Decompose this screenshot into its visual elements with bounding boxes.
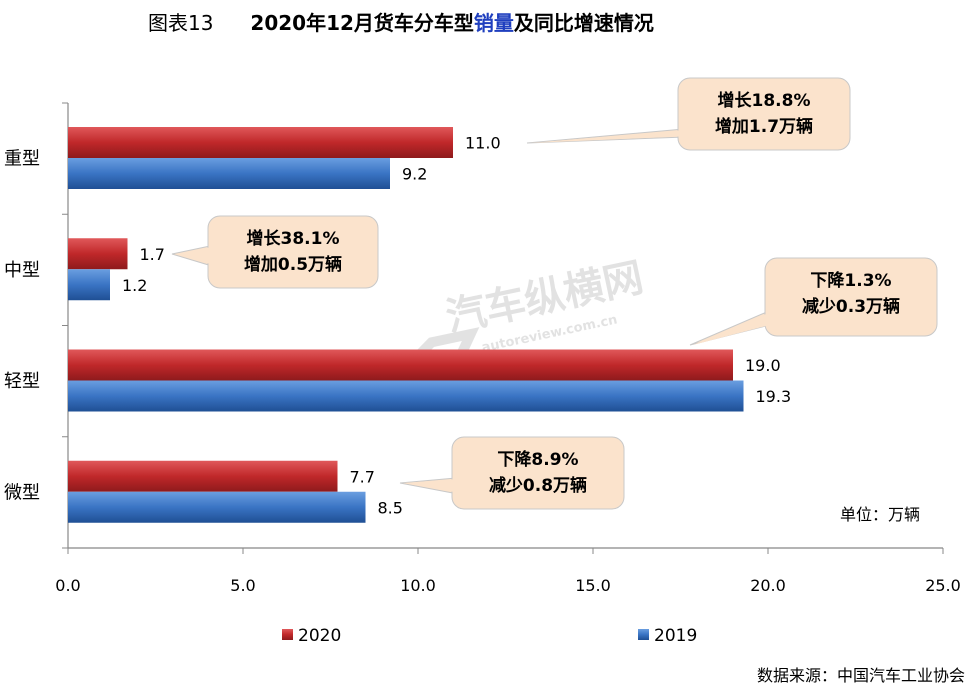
x-tick-label: 15.0	[575, 576, 611, 595]
title-prefix: 2020年12月货车分车型	[250, 11, 474, 35]
bar-2020	[68, 127, 453, 158]
callout-line2: 增加1.7万辆	[715, 116, 813, 137]
bar-2020	[68, 238, 128, 270]
callout-line1: 下降1.3%	[810, 270, 891, 291]
figure-label: 图表13	[148, 11, 213, 35]
category-label: 轻型	[4, 371, 40, 392]
bar-2019	[68, 158, 390, 189]
value-label-2019: 19.3	[756, 387, 792, 406]
x-tick-label: 20.0	[750, 576, 786, 595]
x-tick-label: 10.0	[400, 576, 436, 595]
plot-area: 0.0 5.0 10.0 15.0 20.0 25.0 重型 11.0 9.2 中型 1.7 1.2 轻…	[4, 102, 961, 595]
value-label-2020: 11.0	[465, 134, 501, 153]
callout-box	[677, 77, 851, 151]
legend: 2020 2019	[282, 626, 697, 646]
legend-label-2020: 2020	[298, 626, 341, 646]
bar-2019	[68, 269, 110, 301]
callout-line1: 增长38.1%	[247, 228, 340, 249]
value-label-2020: 1.7	[140, 245, 165, 264]
value-label-2019: 9.2	[402, 165, 427, 184]
legend-swatch-2019	[638, 629, 649, 640]
callout-box	[207, 215, 379, 289]
x-tick-label: 5.0	[230, 576, 255, 595]
category-label: 微型	[4, 482, 40, 503]
callout-box	[451, 436, 625, 510]
callout-pointer-fill	[403, 479, 460, 493]
callout-line2: 减少0.8万辆	[489, 475, 587, 496]
source-note: 数据来源：中国汽车工业协会	[757, 666, 965, 685]
value-label-2020: 7.7	[350, 467, 375, 486]
bar-2020	[68, 349, 733, 381]
bar-2019	[68, 380, 744, 412]
value-label-2019: 1.2	[122, 276, 147, 295]
unit-note: 单位：万辆	[840, 505, 920, 524]
x-tick-label: 25.0	[925, 576, 961, 595]
callout-pointer-fill	[693, 309, 800, 345]
x-tick-label: 0.0	[55, 576, 80, 595]
bar-2020	[68, 460, 338, 492]
value-label-2020: 19.0	[745, 356, 781, 375]
title-highlight: 销量	[474, 11, 514, 35]
callout-box	[764, 257, 938, 337]
title-suffix: 及同比增速情况	[514, 11, 654, 35]
callout-pointer-fill	[530, 129, 714, 143]
callout-pointer-fill	[175, 247, 214, 265]
legend-label-2019: 2019	[654, 626, 697, 646]
category-label: 中型	[4, 260, 40, 281]
callout-line1: 下降8.9%	[497, 449, 578, 470]
callout-line2: 增加0.5万辆	[244, 254, 342, 275]
legend-swatch-2020	[282, 629, 293, 640]
callout-line2: 减少0.3万辆	[802, 296, 900, 317]
callout-line1: 增长18.8%	[718, 90, 811, 111]
bar-2019	[68, 491, 366, 523]
category-label: 重型	[4, 149, 40, 170]
chart-title: 图表13 2020年12月货车分车型销量及同比增速情况	[148, 11, 654, 35]
value-label-2019: 8.5	[378, 498, 403, 517]
